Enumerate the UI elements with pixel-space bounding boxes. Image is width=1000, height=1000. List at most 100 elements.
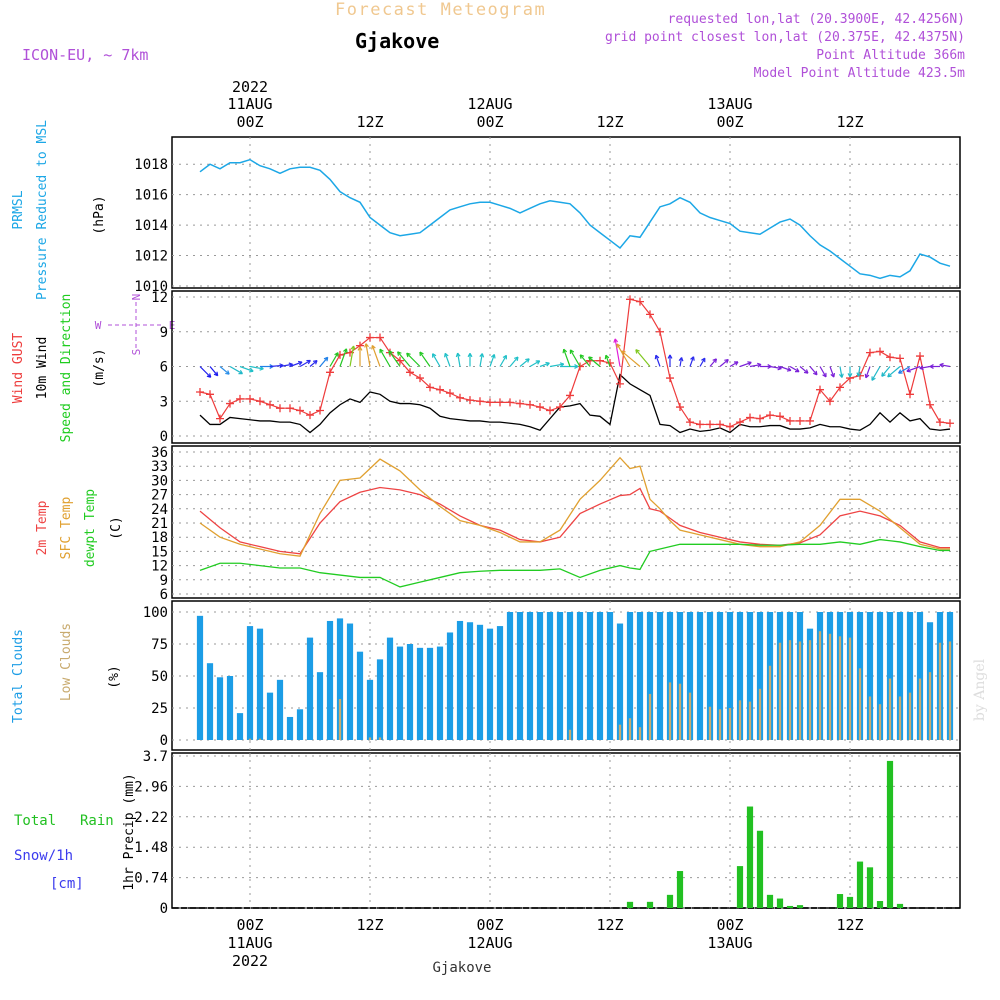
ytick-wind: 6 (160, 360, 168, 376)
gust-point (766, 411, 774, 420)
wind-arrow-head (525, 358, 530, 363)
gust-point (556, 403, 564, 412)
wind-arrow-head (667, 354, 673, 359)
total-cloud-bar (196, 615, 204, 740)
total-cloud-bar (266, 692, 274, 740)
wind-arrow (749, 363, 762, 368)
wind-arrow-head (334, 352, 339, 357)
total-cloud-bar (496, 626, 504, 740)
gust-point (736, 418, 744, 427)
wind-arrow (406, 352, 421, 367)
gust-point (546, 406, 554, 415)
wind-arrow (839, 366, 843, 378)
wind-arrow-head (357, 346, 363, 351)
precip-labels: Total Rain Snow/1h [cm] 1hr Precip (mm) (14, 773, 137, 892)
gust-point (786, 416, 794, 425)
gust-point (566, 391, 574, 400)
wind-arrow (365, 343, 371, 367)
low-cloud-bar (628, 718, 632, 740)
panel-clouds: 0 25 50 75 100 (143, 600, 961, 751)
wind-arrow-head (467, 353, 473, 358)
wind-arrow (616, 343, 631, 367)
wind-arrow-head (654, 354, 660, 360)
top-date-label: 11AUG (227, 95, 272, 113)
bottom-year-label: 2022 (232, 952, 268, 970)
gust-point (206, 390, 214, 399)
total-cloud-bar (866, 612, 874, 740)
wind-arrow (605, 355, 611, 367)
wind-arrow-head (724, 358, 729, 364)
total-cloud-bar (396, 646, 404, 740)
top-hour-label: 00Z (716, 113, 743, 131)
low-cloud-bar (638, 727, 642, 740)
pressure-labels: PRMSL Pressure Reduced to MSL (hPa) (11, 120, 107, 300)
wind-arrow-head (206, 373, 212, 378)
wind-arrow (539, 362, 550, 368)
low-cloud-bar (938, 642, 942, 740)
temp-series-sfc-temp (199, 456, 950, 557)
rain-bar (736, 866, 744, 908)
ytick-clouds: 50 (151, 669, 168, 685)
total-cloud-bar (486, 628, 494, 740)
gust-point (676, 403, 684, 412)
wind-arrow (719, 359, 729, 367)
wind-arrow-head (323, 356, 329, 362)
ytick-pressure: 1014 (134, 218, 168, 234)
location-title: Gjakove (355, 29, 439, 53)
ytick-precip: 0.74 (134, 871, 168, 887)
title-faded: Forecast Meteogram (335, 0, 546, 20)
gust-point (276, 404, 284, 413)
wind-arrow-head (502, 354, 507, 360)
wind-arrow (529, 360, 540, 368)
bottom-hour-label: 00Z (716, 916, 743, 934)
wind-arrow-head (838, 373, 844, 378)
wind-arrow-head (812, 370, 818, 376)
low-cloud-bar (898, 696, 902, 740)
gust-point (266, 400, 274, 409)
wind-arrow (269, 364, 284, 368)
total-cloud-bar (306, 637, 314, 740)
wind-arrow-head (733, 361, 739, 366)
panel-precip: 0 0.74 1.48 2.22 2.96 3.7 (134, 749, 961, 917)
gust-point (526, 400, 534, 409)
wind-arrow-head (238, 369, 243, 375)
wind-arrow-head (514, 356, 519, 362)
wind-arrow (479, 353, 483, 367)
panel-frame (171, 136, 961, 289)
ytick-pressure: 1016 (134, 188, 168, 204)
wind-arrow (887, 366, 901, 378)
low-cloud-bar (828, 633, 832, 740)
gust-point (666, 374, 674, 383)
total-cloud-bar (216, 677, 224, 740)
bottom-time-label: 12Z (356, 916, 383, 934)
wind-arrow-head (856, 372, 862, 377)
gust-point (866, 348, 874, 357)
precip-label-snow: Snow/1h (14, 848, 73, 864)
gust-point (376, 333, 384, 342)
wind-arrow (379, 348, 391, 367)
gust-point (506, 398, 514, 407)
wind-arrow-head (864, 373, 870, 379)
wind-arrow-head (929, 364, 934, 369)
wind-arrow (579, 354, 591, 367)
gust-point (936, 418, 944, 427)
total-cloud-bar (536, 612, 544, 740)
wind-arrow (563, 349, 571, 367)
low-cloud-bar (688, 692, 692, 740)
gust-point (246, 394, 254, 403)
low-cloud-bar (918, 678, 922, 740)
wind-arrow-head (297, 360, 303, 366)
wind-direction-arrows (199, 338, 951, 381)
top-hour-label: 00Z (236, 113, 263, 131)
gust-point (476, 397, 484, 406)
wind-arrow (489, 354, 495, 367)
wind-arrow (209, 366, 219, 377)
low-cloud-bar (778, 642, 782, 740)
total-cloud-bar (886, 612, 894, 740)
gust-point (926, 400, 934, 409)
wind-arrow-head (898, 369, 903, 374)
ytick-temperature: 12 (151, 559, 168, 575)
rain-bar (846, 896, 854, 908)
